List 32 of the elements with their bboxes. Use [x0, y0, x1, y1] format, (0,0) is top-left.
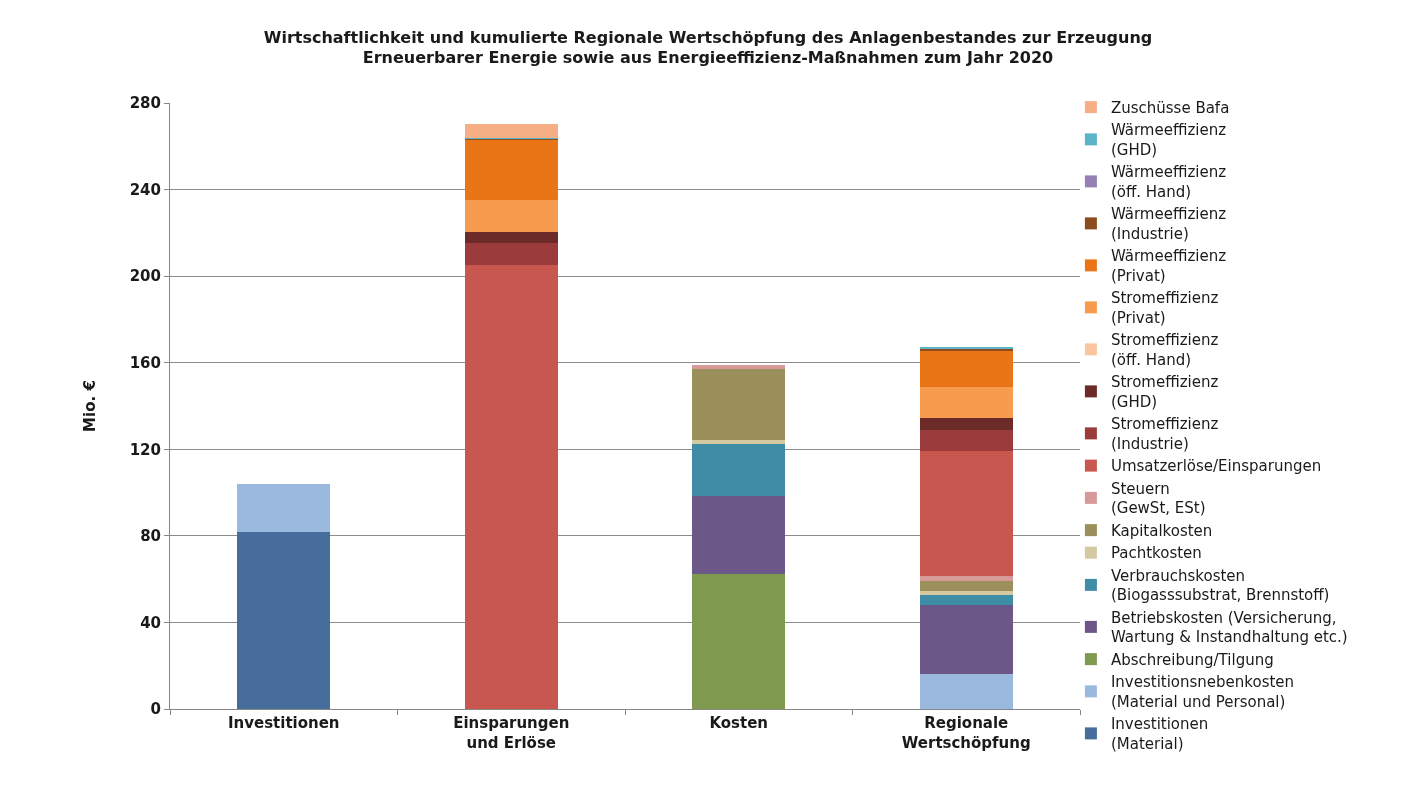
x-tick-label: Kosten	[709, 714, 769, 732]
legend-label: Pachtkosten	[1110, 544, 1202, 563]
legend-label: Investitionsnebenkosten (Material und Personal)	[1110, 673, 1295, 711]
x-tick-label: Einsparungen und Erlöse	[453, 714, 570, 752]
y-tick-label: 240	[129, 180, 161, 199]
legend-label: Stromeffizienz (öff. Hand)	[1110, 331, 1219, 369]
legend-label: Investitionen (Material)	[1110, 715, 1209, 753]
x-tick-label: Investitionen	[227, 714, 340, 732]
legend-label: Wärmeeffizienz (öff. Hand)	[1110, 163, 1227, 201]
legend-label: Stromeffizienz (Industrie)	[1110, 415, 1219, 453]
chart-title: Wirtschaftlichkeit und kumulierte Regionale Wertschöpfung des Anlagenbestandes zur Erzeugung Erneuerbarer Energie sowie aus Energieeffizienz-Maßnahmen zum Jahr 2020	[263, 27, 1153, 68]
legend-label: Abschreibung/Tilgung	[1110, 650, 1274, 669]
y-tick-label: 0	[150, 700, 161, 719]
y-tick-label: 200	[129, 267, 161, 286]
y-axis-title: Mio. €	[80, 380, 99, 432]
legend-label: Wärmeeffizienz (GHD)	[1110, 121, 1227, 159]
y-tick-label: 80	[140, 527, 161, 546]
legend-label: Stromeffizienz (Privat)	[1110, 289, 1219, 327]
legend-label: Stromeffizienz (GHD)	[1110, 373, 1219, 411]
legend-label: Zuschüsse Bafa	[1110, 98, 1230, 117]
legend-label: Verbrauchskosten (Biogasssubstrat, Brennstoff)	[1110, 566, 1330, 605]
legend-label: Wärmeeffizienz (Privat)	[1110, 247, 1227, 285]
legend-label: Umsatzerlöse/Einsparungen	[1110, 457, 1322, 476]
legend-label: Steuern (GewSt, ESt)	[1110, 479, 1206, 518]
legend-label: Wärmeeffizienz (Industrie)	[1110, 205, 1227, 243]
y-tick-label: 280	[129, 94, 161, 113]
y-tick-label: 160	[129, 353, 161, 372]
legend-label: Betriebskosten (Versicherung, Wartung & Instandhaltung etc.)	[1110, 608, 1348, 647]
x-tick-label: Regionale Wertschöpfung	[901, 714, 1031, 752]
y-tick-label: 40	[140, 613, 161, 632]
y-tick-label: 120	[129, 440, 161, 459]
legend-label: Kapitalkosten	[1110, 521, 1213, 540]
